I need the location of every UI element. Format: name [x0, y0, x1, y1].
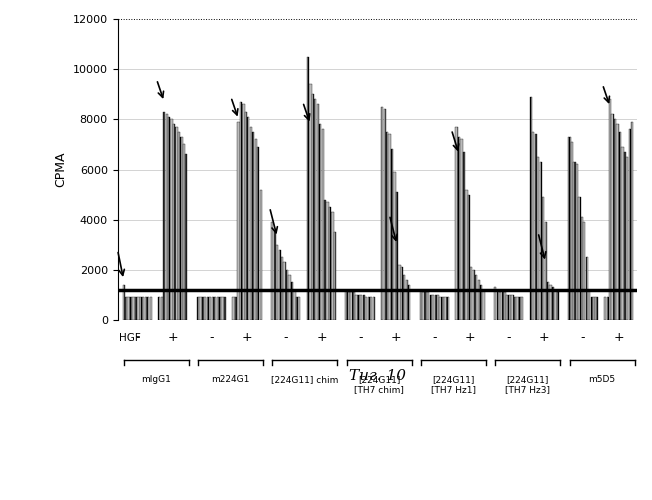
Bar: [386, 132, 389, 320]
Y-axis label: CPMA: CPMA: [54, 152, 67, 188]
Bar: [507, 295, 509, 320]
Bar: [557, 292, 559, 320]
Bar: [504, 292, 506, 320]
Bar: [403, 275, 406, 320]
Bar: [259, 190, 261, 320]
Bar: [470, 268, 473, 320]
Bar: [542, 197, 544, 320]
Bar: [460, 140, 463, 320]
Bar: [178, 132, 180, 320]
Bar: [569, 137, 570, 320]
Bar: [298, 298, 301, 320]
Bar: [212, 298, 214, 320]
Text: -: -: [581, 331, 585, 344]
Bar: [252, 132, 254, 320]
Bar: [314, 100, 316, 320]
Bar: [331, 212, 334, 320]
Bar: [619, 132, 621, 320]
Bar: [233, 298, 235, 320]
Text: +: +: [168, 331, 178, 344]
Text: -: -: [284, 331, 288, 344]
Bar: [250, 127, 252, 320]
Bar: [363, 295, 365, 320]
Bar: [477, 280, 480, 320]
Bar: [197, 298, 199, 320]
Bar: [160, 298, 163, 320]
Text: m224G1: m224G1: [211, 375, 250, 384]
Text: +: +: [316, 331, 327, 344]
Bar: [372, 298, 375, 320]
Bar: [463, 152, 465, 320]
Text: -: -: [135, 331, 140, 344]
Bar: [521, 298, 524, 320]
Bar: [519, 298, 521, 320]
Bar: [458, 137, 460, 320]
Bar: [132, 298, 134, 320]
Bar: [158, 298, 160, 320]
Bar: [631, 122, 633, 320]
Bar: [614, 120, 616, 320]
Bar: [516, 298, 518, 320]
Bar: [219, 298, 221, 320]
Bar: [432, 295, 434, 320]
Bar: [383, 110, 386, 320]
Bar: [358, 295, 360, 320]
Bar: [293, 290, 295, 320]
Bar: [509, 295, 511, 320]
Bar: [609, 100, 612, 320]
Bar: [604, 298, 606, 320]
Bar: [547, 282, 549, 320]
Bar: [170, 120, 173, 320]
Bar: [329, 207, 331, 320]
Bar: [624, 152, 626, 320]
Bar: [312, 94, 314, 320]
Bar: [286, 270, 288, 320]
Bar: [355, 295, 357, 320]
Bar: [244, 112, 247, 320]
Bar: [576, 164, 578, 320]
Bar: [240, 102, 242, 320]
Bar: [243, 104, 244, 320]
Bar: [581, 217, 583, 320]
Bar: [214, 298, 216, 320]
Bar: [447, 298, 449, 320]
Bar: [216, 298, 219, 320]
Bar: [180, 137, 183, 320]
Bar: [621, 147, 623, 320]
Bar: [626, 157, 629, 320]
Text: [224G11]
[TH7 Hz3]: [224G11] [TH7 Hz3]: [505, 375, 550, 394]
Bar: [606, 298, 609, 320]
Text: +: +: [614, 331, 624, 344]
Bar: [396, 192, 398, 320]
Bar: [204, 298, 207, 320]
Bar: [552, 288, 554, 320]
Text: +: +: [391, 331, 401, 344]
Bar: [530, 97, 532, 320]
Bar: [327, 202, 329, 320]
Bar: [435, 295, 437, 320]
Text: +: +: [539, 331, 550, 344]
Bar: [427, 292, 430, 320]
Bar: [235, 298, 237, 320]
Bar: [370, 298, 372, 320]
Bar: [140, 298, 142, 320]
Bar: [321, 130, 324, 320]
Bar: [480, 285, 482, 320]
Bar: [501, 292, 504, 320]
Bar: [296, 298, 298, 320]
Bar: [544, 222, 547, 320]
Bar: [271, 222, 273, 320]
Bar: [247, 117, 250, 320]
Text: HGF: HGF: [119, 332, 141, 342]
Bar: [514, 298, 516, 320]
Bar: [494, 288, 496, 320]
Bar: [130, 298, 132, 320]
Bar: [475, 275, 477, 320]
Text: -: -: [209, 331, 214, 344]
Bar: [389, 134, 391, 320]
Bar: [317, 104, 319, 320]
Bar: [591, 298, 593, 320]
Bar: [381, 107, 383, 320]
Bar: [595, 298, 598, 320]
Bar: [201, 298, 204, 320]
